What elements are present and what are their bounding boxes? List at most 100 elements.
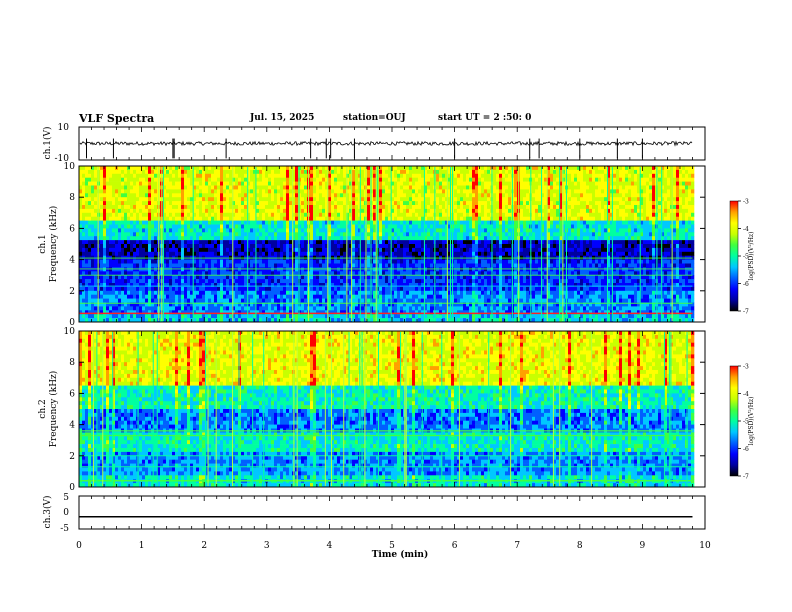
spec1-cell <box>313 185 317 190</box>
spec1-cell <box>391 212 395 217</box>
spec1-cell <box>310 216 314 221</box>
spec1-cell <box>166 185 170 190</box>
spec1-cell <box>253 236 257 241</box>
spec1-cell <box>211 193 215 198</box>
spec1-cell <box>265 271 269 276</box>
spec1-cell <box>403 286 407 292</box>
spec1-cell <box>394 177 398 182</box>
spec1-cell <box>235 314 239 319</box>
spec1-cell <box>115 201 119 206</box>
spec1-cell <box>154 263 158 268</box>
spec1-cell <box>199 189 203 194</box>
spec1-cell <box>349 166 353 171</box>
spec1-cell <box>154 279 158 284</box>
spec1-cell <box>136 283 140 288</box>
spec1-cell <box>439 173 443 178</box>
spec1-cell <box>277 267 281 272</box>
spec1-cell <box>367 181 371 186</box>
spec1-cell <box>394 220 398 225</box>
spec1-cell <box>262 173 266 178</box>
spec1-cell <box>352 220 356 225</box>
spec1-cell <box>340 251 344 256</box>
spec1-cell <box>151 208 155 214</box>
spec1-cell <box>301 228 305 233</box>
spec1-cell <box>346 283 350 288</box>
spec1-cell <box>241 166 245 171</box>
spec1-cell <box>289 310 293 315</box>
spec1-cell <box>397 302 401 307</box>
spec1-cell <box>181 185 185 190</box>
spec1-cell <box>418 240 422 245</box>
spec1-cell <box>373 286 377 292</box>
spec1-cell <box>412 318 416 323</box>
spec1-cell <box>427 259 431 264</box>
spec1-cell <box>166 279 170 284</box>
spec1-cell <box>211 169 215 175</box>
spec1-cell <box>151 306 155 311</box>
spec1-cell <box>271 247 275 253</box>
spec1-cell <box>349 302 353 307</box>
spec1-cell <box>343 267 347 272</box>
spec1-cell <box>238 298 242 303</box>
spec1-cell <box>118 283 122 288</box>
spec1-cell <box>130 318 134 323</box>
spec1-cell <box>334 205 338 210</box>
spec1-cell <box>286 197 290 202</box>
spec1-cell <box>235 240 239 245</box>
spec1-cell <box>121 290 125 295</box>
spec1-cell <box>238 185 242 190</box>
spec1-cell <box>79 236 83 241</box>
spec1-cell <box>154 310 158 315</box>
spec1-cell <box>328 177 332 182</box>
spec1-cell <box>286 310 290 315</box>
spec1-cell <box>202 310 206 315</box>
spec1-cell <box>259 208 263 214</box>
spec1-cell <box>223 267 227 272</box>
spec1-cell <box>343 275 347 280</box>
spec1-cell <box>232 286 236 292</box>
spec1-cell <box>133 212 137 217</box>
spec1-cell <box>79 201 83 206</box>
spec1-cell <box>250 279 254 284</box>
spec1-cell <box>223 294 227 299</box>
spec1-cell <box>136 208 140 214</box>
spec1-cell <box>223 251 227 256</box>
spec1-cell <box>355 318 359 323</box>
spec1-cell <box>385 310 389 315</box>
spec1-cell <box>379 166 383 171</box>
spec1-cell <box>382 275 386 280</box>
spec1-cell <box>241 283 245 288</box>
spec1-cell <box>361 290 365 295</box>
spec1-cell <box>391 302 395 307</box>
spec1-cell <box>247 169 251 175</box>
spec1-cell <box>145 205 149 210</box>
spec1-cell <box>181 205 185 210</box>
spec1-cell <box>271 166 275 171</box>
spec1-cell <box>97 181 101 186</box>
spec1-cell <box>85 181 89 186</box>
spec1-cell <box>91 244 95 249</box>
spec1-cell <box>391 232 395 237</box>
spec1-cell <box>226 181 230 186</box>
spec1-cell <box>178 286 182 292</box>
spec1-cell <box>361 177 365 182</box>
spec1-cell <box>448 220 452 225</box>
spec1-cell <box>424 189 428 194</box>
spec1-cell <box>193 216 197 221</box>
spec1-cell <box>361 216 365 221</box>
spec1-cell <box>130 306 134 311</box>
spec1-cell <box>133 310 137 315</box>
spec1-cell <box>388 314 392 319</box>
spec1-cell <box>142 197 146 202</box>
spec1-cell <box>202 314 206 319</box>
spec1-cell <box>445 220 449 225</box>
spec1-cell <box>283 314 287 319</box>
spec1-cell <box>109 236 113 241</box>
spec1-cell <box>382 228 386 233</box>
spec1-cell <box>121 240 125 245</box>
spec1-cell <box>403 306 407 311</box>
spec1-cell <box>82 166 86 171</box>
spec1-cell <box>220 263 224 268</box>
spec1-cell <box>193 169 197 175</box>
